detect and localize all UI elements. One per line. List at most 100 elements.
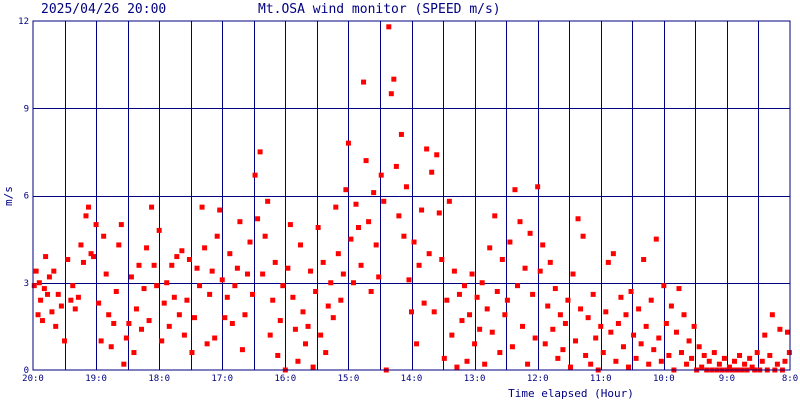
- data-point: [696, 344, 702, 350]
- data-point: [328, 280, 334, 286]
- data-point: [139, 326, 145, 332]
- data-point: [113, 288, 119, 294]
- y-axis-label: m/s: [2, 186, 15, 206]
- data-point: [653, 236, 659, 242]
- data-point: [663, 320, 669, 326]
- data-point: [265, 198, 271, 204]
- data-point: [535, 184, 541, 190]
- data-point: [575, 216, 581, 222]
- data-point: [267, 332, 273, 338]
- data-point: [323, 350, 329, 356]
- data-point: [686, 338, 692, 344]
- data-point: [53, 323, 59, 329]
- data-point: [641, 256, 647, 262]
- data-point: [96, 300, 102, 306]
- data-point: [141, 286, 147, 292]
- data-point: [489, 329, 495, 335]
- data-point: [565, 297, 571, 303]
- data-point: [275, 352, 281, 358]
- data-point: [446, 198, 452, 204]
- data-point: [358, 262, 364, 268]
- data-point: [72, 306, 78, 312]
- data-point: [363, 158, 369, 164]
- data-point: [257, 149, 263, 155]
- data-point: [716, 361, 722, 367]
- data-point: [456, 291, 462, 297]
- data-point: [731, 358, 737, 364]
- data-point: [277, 318, 283, 324]
- data-point: [131, 350, 137, 356]
- data-point: [726, 364, 732, 370]
- data-point: [98, 338, 104, 344]
- data-point: [55, 291, 61, 297]
- data-point: [106, 312, 112, 318]
- data-point: [699, 364, 705, 370]
- data-point: [335, 251, 341, 257]
- data-point: [643, 323, 649, 329]
- data-point: [487, 245, 493, 251]
- data-point: [318, 332, 324, 338]
- data-point: [633, 355, 639, 361]
- data-point: [78, 242, 84, 248]
- data-point: [229, 320, 235, 326]
- x-tick-label: 8:0: [782, 374, 798, 384]
- data-point: [578, 306, 584, 312]
- data-point: [49, 309, 55, 315]
- data-point: [552, 286, 558, 292]
- data-point: [520, 323, 526, 329]
- data-point: [429, 169, 435, 175]
- data-point: [482, 361, 488, 367]
- data-point: [118, 222, 124, 228]
- data-point: [477, 326, 483, 332]
- data-point: [514, 283, 520, 289]
- data-point: [179, 248, 185, 254]
- data-point: [156, 227, 162, 233]
- data-point: [297, 242, 303, 248]
- x-tick-label: 11:0: [590, 374, 612, 384]
- data-point: [684, 361, 690, 367]
- data-point: [189, 350, 195, 356]
- data-point: [479, 280, 485, 286]
- data-point: [414, 341, 420, 347]
- data-point: [618, 294, 624, 300]
- data-point: [303, 341, 309, 347]
- data-point: [661, 283, 667, 289]
- data-point: [325, 303, 331, 309]
- data-point: [555, 355, 561, 361]
- data-point: [75, 294, 81, 300]
- data-point: [782, 358, 788, 364]
- data-point: [388, 91, 394, 97]
- data-point: [409, 309, 414, 315]
- data-point: [247, 239, 253, 245]
- data-point: [762, 332, 768, 338]
- data-point: [340, 271, 346, 277]
- chart-datetime: 2025/04/26 20:00: [41, 2, 166, 17]
- data-point: [691, 323, 697, 329]
- data-point: [202, 245, 208, 251]
- data-point: [38, 297, 44, 303]
- data-point: [754, 350, 760, 356]
- data-point: [209, 268, 215, 274]
- data-point: [701, 352, 707, 358]
- data-point: [658, 358, 664, 364]
- data-point: [51, 268, 57, 274]
- data-point: [376, 274, 382, 280]
- data-point: [368, 288, 374, 294]
- data-point: [567, 364, 573, 370]
- data-point: [605, 259, 611, 265]
- data-point: [186, 256, 192, 262]
- x-axis-label: Time elapsed (Hour): [508, 387, 634, 400]
- data-point: [181, 332, 187, 338]
- data-point: [366, 219, 372, 225]
- data-point: [494, 288, 500, 294]
- data-point: [58, 303, 64, 309]
- data-point: [159, 338, 165, 344]
- data-point: [444, 297, 450, 303]
- y-tick-label: 12: [18, 17, 29, 27]
- data-point: [272, 259, 278, 265]
- data-point: [46, 274, 52, 280]
- data-point: [345, 140, 351, 146]
- data-point: [232, 283, 238, 289]
- data-point: [255, 216, 261, 222]
- data-point: [149, 204, 155, 210]
